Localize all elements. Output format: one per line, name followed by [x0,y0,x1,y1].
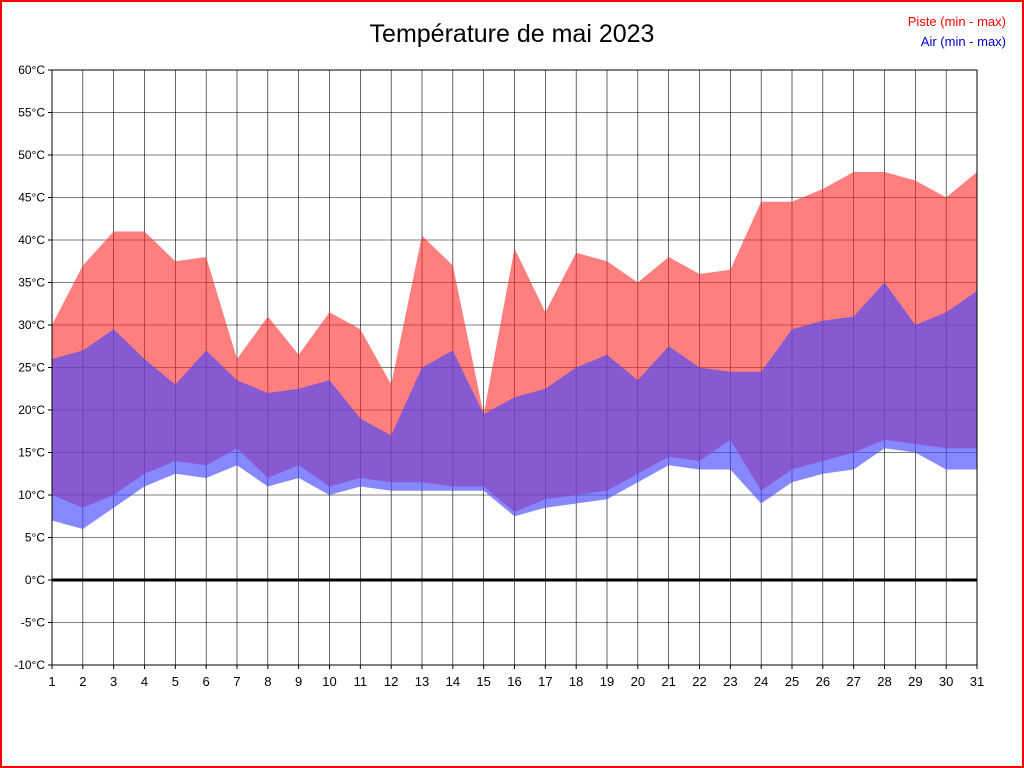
svg-text:10°C: 10°C [18,488,45,502]
svg-text:27: 27 [846,674,860,689]
svg-text:7: 7 [233,674,240,689]
svg-text:-5°C: -5°C [21,616,45,630]
x-axis-labels: 1 2 3 4 5 6 7 8 9 10 11 12 13 14 15 16 17 18 19 20 21 22 23 24 2… [48,674,984,689]
svg-text:40°C: 40°C [18,233,45,247]
svg-text:45°C: 45°C [18,191,45,205]
svg-text:25: 25 [785,674,799,689]
svg-text:20°C: 20°C [18,403,45,417]
svg-text:25°C: 25°C [18,361,45,375]
svg-text:6: 6 [203,674,210,689]
chart-title: Température de mai 2023 [369,20,655,48]
svg-text:17: 17 [538,674,552,689]
svg-text:30°C: 30°C [18,318,45,332]
svg-text:9: 9 [295,674,302,689]
svg-text:18: 18 [569,674,583,689]
svg-text:19: 19 [600,674,614,689]
svg-text:15°C: 15°C [18,446,45,460]
svg-text:0°C: 0°C [25,573,45,587]
svg-text:23: 23 [723,674,737,689]
svg-text:-10°C: -10°C [14,658,45,672]
chart-legend: Piste (min - max) Air (min - max) [908,12,1006,52]
svg-text:1: 1 [48,674,55,689]
svg-text:15: 15 [476,674,490,689]
legend-air-label: Air (min - max) [920,34,1006,49]
svg-text:16: 16 [507,674,521,689]
svg-text:14: 14 [446,674,460,689]
svg-text:60°C: 60°C [18,63,45,77]
svg-text:20: 20 [631,674,645,689]
plot-border [51,69,978,666]
air-band [52,282,977,529]
svg-text:10: 10 [322,674,336,689]
svg-text:55°C: 55°C [18,106,45,120]
svg-text:24: 24 [754,674,768,689]
axis-ticks [48,69,978,669]
legend-piste-label: Piste (min - max) [907,14,1006,29]
svg-text:3: 3 [110,674,117,689]
svg-text:4: 4 [141,674,148,689]
svg-text:13: 13 [415,674,429,689]
svg-text:11: 11 [354,674,368,689]
svg-text:5°C: 5°C [25,531,45,545]
svg-text:12: 12 [384,674,398,689]
svg-text:30: 30 [939,674,953,689]
svg-text:35°C: 35°C [18,276,45,290]
svg-text:22: 22 [692,674,706,689]
svg-text:50°C: 50°C [18,148,45,162]
y-axis-labels: 60°C 55°C 50°C 45°C 40°C 35°C 30°C 25°C 20°C 15°C… [14,63,45,672]
svg-text:21: 21 [661,674,675,689]
svg-text:8: 8 [264,674,271,689]
svg-text:2: 2 [79,674,86,689]
svg-text:31: 31 [970,674,984,689]
svg-text:26: 26 [816,674,830,689]
svg-text:5: 5 [172,674,179,689]
svg-text:29: 29 [908,674,922,689]
svg-text:28: 28 [877,674,891,689]
